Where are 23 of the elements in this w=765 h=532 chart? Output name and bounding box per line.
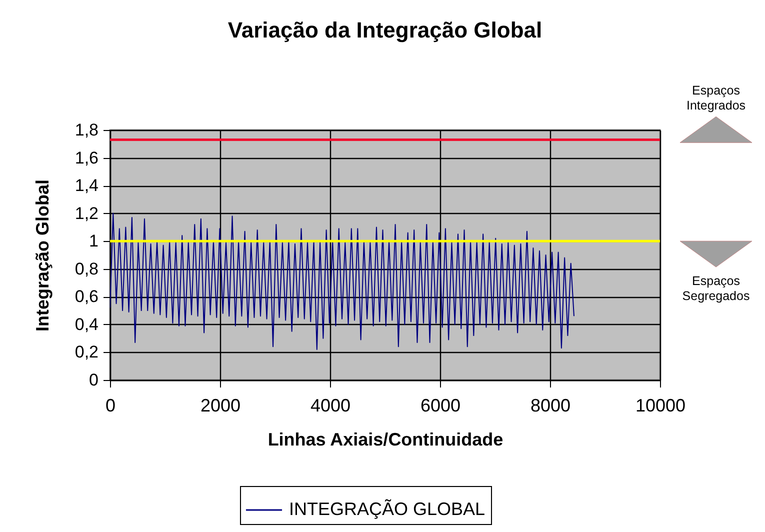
x-tick-label: 6000 (420, 396, 461, 416)
y-tick-label: 1 (89, 232, 98, 251)
x-tick-label: 10000 (635, 396, 686, 416)
x-tick-label: 2000 (200, 396, 241, 416)
y-tick-label: 1,8 (74, 120, 98, 140)
legend-label: INTEGRAÇÃO GLOBAL (289, 499, 486, 519)
text: Espaços Integrados (686, 84, 746, 113)
y-tick-label: 0,2 (74, 342, 98, 362)
x-tick-label: 4000 (310, 396, 351, 416)
x-tick-label: 0 (105, 396, 116, 416)
x-tick-label: 8000 (530, 396, 571, 416)
y-tick-label: 0,6 (74, 287, 98, 306)
line-series (110, 212, 574, 350)
y-tick-label: 1,2 (74, 204, 98, 223)
y-tick-label: 0,8 (74, 259, 98, 278)
y-tick-label: 1,4 (74, 176, 98, 196)
y-tick-label: 0 (89, 370, 98, 390)
y-tick-label: 1,6 (74, 148, 98, 168)
y-axis-title: Integração Global (32, 179, 52, 332)
x-axis-title: Linhas Axiais/Continuidade (268, 430, 504, 450)
chart-title: Variação da Integração Global (228, 18, 542, 43)
text: Espaços Segregados (682, 274, 750, 304)
y-tick-label: 0,4 (74, 314, 98, 334)
